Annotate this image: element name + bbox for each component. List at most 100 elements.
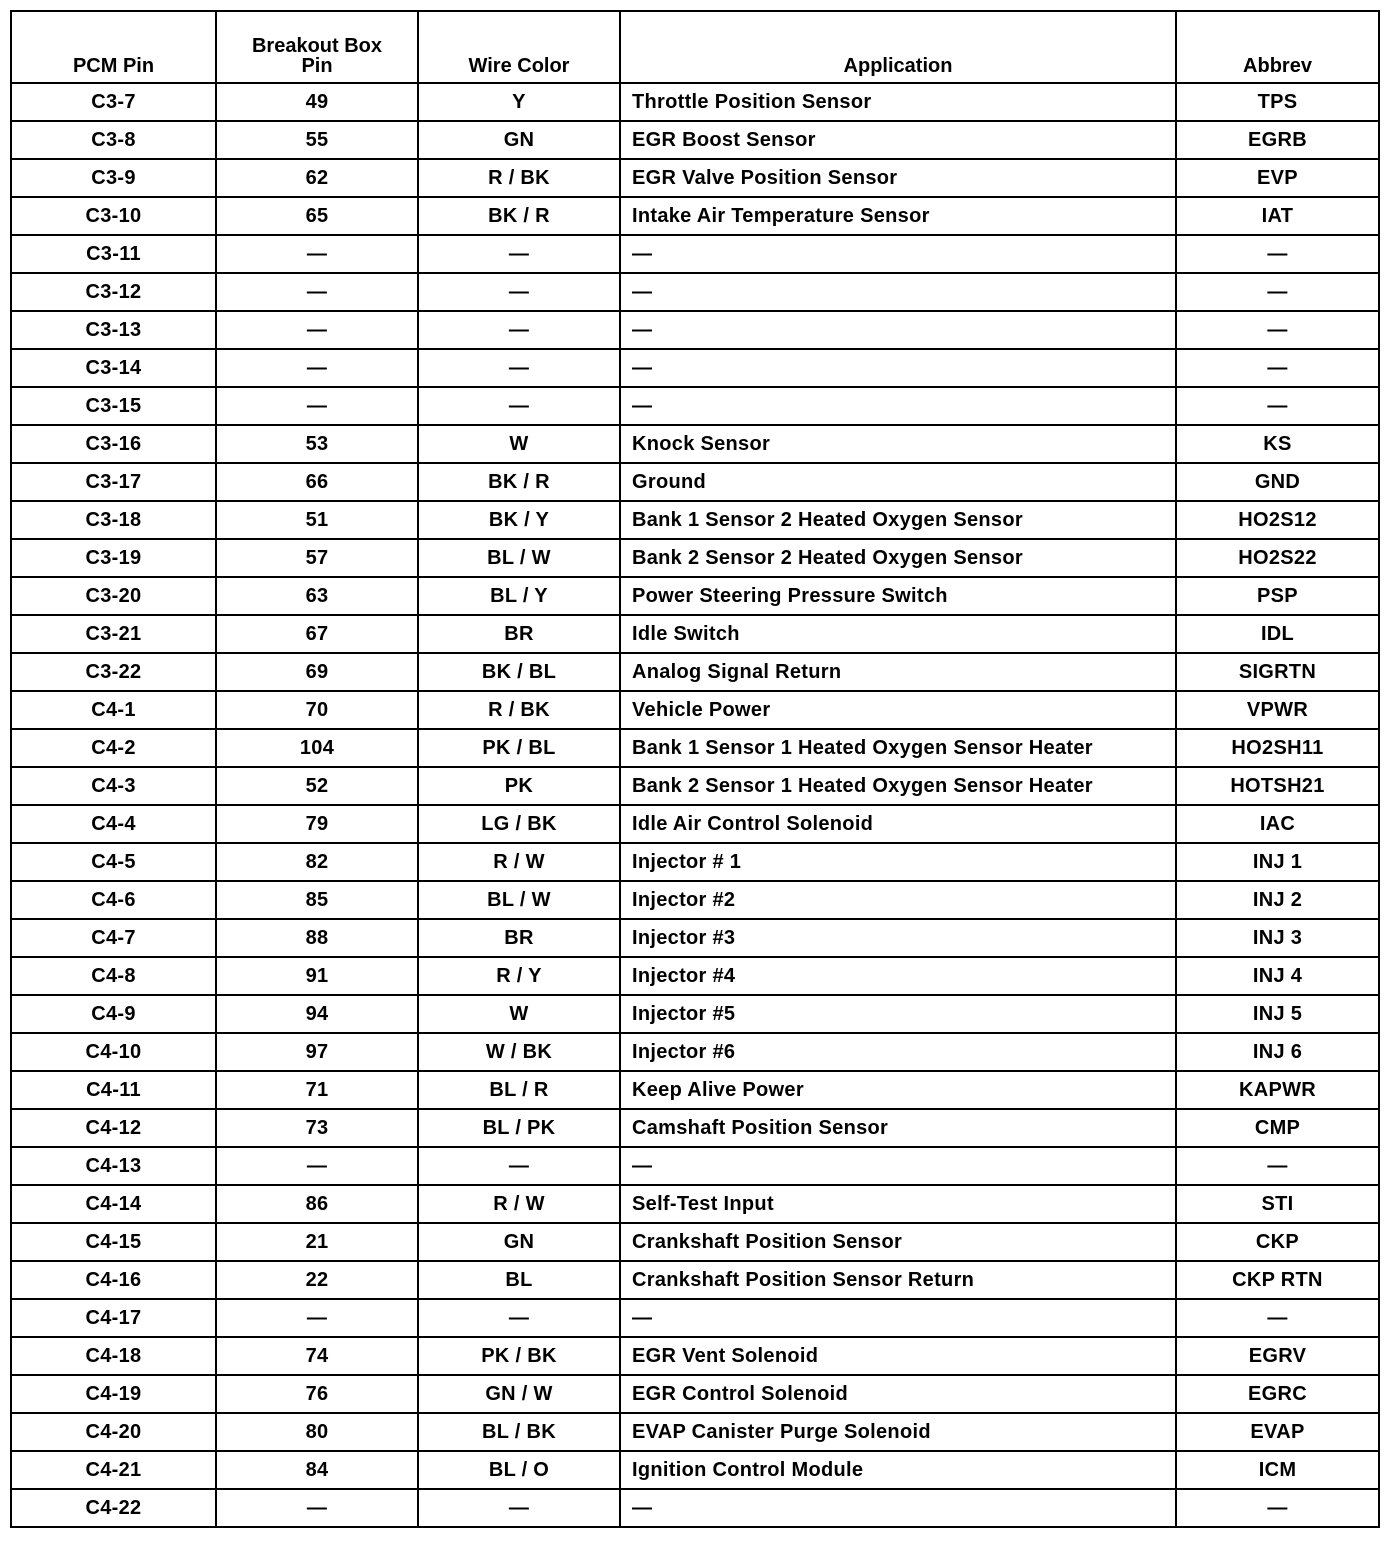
table-row: C4-1 70 R / BK Vehicle Power VPWR (10, 690, 1380, 730)
breakout-box-pin-cell: — (215, 310, 419, 350)
application-cell: — (619, 1298, 1177, 1338)
abbrev-cell: INJ 5 (1175, 994, 1380, 1034)
table-row: C3-7 49 Y Throttle Position Sensor TPS (10, 82, 1380, 122)
breakout-box-pin-cell: 69 (215, 652, 419, 692)
pcm-pin-cell: C4-2 (10, 728, 217, 768)
breakout-box-pin-cell: 84 (215, 1450, 419, 1490)
pcm-pin-cell: C4-3 (10, 766, 217, 806)
table-row: C4-10 97 W / BK Injector #6 INJ 6 (10, 1032, 1380, 1072)
table-row: C3-9 62 R / BK EGR Valve Position Sensor EVP (10, 158, 1380, 198)
wire-color-cell: — (417, 234, 621, 274)
abbrev-cell: — (1175, 234, 1380, 274)
application-cell: Ground (619, 462, 1177, 502)
abbrev-cell: HO2S12 (1175, 500, 1380, 540)
pcm-pin-cell: C3-8 (10, 120, 217, 160)
application-cell: — (619, 1488, 1177, 1528)
abbrev-cell: CMP (1175, 1108, 1380, 1148)
pcm-pin-cell: C4-7 (10, 918, 217, 958)
wire-color-cell: BL / W (417, 538, 621, 578)
abbrev-cell: EGRV (1175, 1336, 1380, 1376)
table-row: C3-14— — — — (10, 348, 1380, 388)
application-cell: Intake Air Temperature Sensor (619, 196, 1177, 236)
application-cell: EGR Boost Sensor (619, 120, 1177, 160)
wire-color-cell: GN (417, 1222, 621, 1262)
abbrev-cell: EVAP (1175, 1412, 1380, 1452)
table-row: C3-18 51 BK / Y Bank 1 Sensor 2 Heated Oxyg… (10, 500, 1380, 540)
breakout-box-pin-cell: 51 (215, 500, 419, 540)
wire-color-cell: BL / O (417, 1450, 621, 1490)
abbrev-cell: INJ 3 (1175, 918, 1380, 958)
breakout-box-pin-cell: 74 (215, 1336, 419, 1376)
abbrev-cell: INJ 2 (1175, 880, 1380, 920)
table-row: C3-22 69 BK / BL Analog Signal Return SIGRTN (10, 652, 1380, 692)
abbrev-cell: VPWR (1175, 690, 1380, 730)
pcm-pin-cell: C3-13 (10, 310, 217, 350)
abbrev-cell: — (1175, 386, 1380, 426)
abbrev-cell: EVP (1175, 158, 1380, 198)
breakout-box-pin-cell: — (215, 348, 419, 388)
abbrev-cell: — (1175, 310, 1380, 350)
pcm-pin-cell: C3-17 (10, 462, 217, 502)
application-cell: Vehicle Power (619, 690, 1177, 730)
table-row: C4-2 104 PK / BL Bank 1 Sensor 1 Heated Oxy… (10, 728, 1380, 768)
breakout-box-pin-cell: 62 (215, 158, 419, 198)
breakout-box-pin-cell: 49 (215, 82, 419, 122)
table-row: C4-14 86 R / W Self-Test Input STI (10, 1184, 1380, 1224)
application-cell: Analog Signal Return (619, 652, 1177, 692)
breakout-box-pin-cell: 80 (215, 1412, 419, 1452)
abbrev-cell: PSP (1175, 576, 1380, 616)
wire-color-cell: — (417, 1488, 621, 1528)
breakout-box-pin-cell: — (215, 1146, 419, 1186)
pcm-pin-cell: C3-18 (10, 500, 217, 540)
abbrev-cell: — (1175, 272, 1380, 312)
breakout-box-pin-cell: 88 (215, 918, 419, 958)
pcm-pin-cell: C4-8 (10, 956, 217, 996)
application-cell: Idle Switch (619, 614, 1177, 654)
application-cell: — (619, 310, 1177, 350)
wire-color-cell: PK / BK (417, 1336, 621, 1376)
breakout-box-pin-cell: 86 (215, 1184, 419, 1224)
application-cell: Keep Alive Power (619, 1070, 1177, 1110)
table-row: C4-18 74 PK / BK EGR Vent Solenoid EGRV (10, 1336, 1380, 1376)
wire-color-cell: W (417, 424, 621, 464)
abbrev-cell: CKP RTN (1175, 1260, 1380, 1300)
breakout-box-pin-cell: 73 (215, 1108, 419, 1148)
wire-color-cell: R / BK (417, 690, 621, 730)
pcm-pin-cell: C4-20 (10, 1412, 217, 1452)
breakout-box-pin-cell: — (215, 1488, 419, 1528)
wire-color-cell: BL / BK (417, 1412, 621, 1452)
pcm-pin-cell: C3-20 (10, 576, 217, 616)
application-cell: Bank 1 Sensor 1 Heated Oxygen Sensor Hea… (619, 728, 1177, 768)
pcm-pin-cell: C4-1 (10, 690, 217, 730)
pcm-pin-cell: C3-7 (10, 82, 217, 122)
pcm-pin-cell: C3-21 (10, 614, 217, 654)
application-cell: Ignition Control Module (619, 1450, 1177, 1490)
wire-color-cell: R / W (417, 842, 621, 882)
application-cell: Crankshaft Position Sensor (619, 1222, 1177, 1262)
abbrev-cell: ICM (1175, 1450, 1380, 1490)
breakout-box-pin-cell: 53 (215, 424, 419, 464)
table-row: C4-6 85 BL / W Injector #2 INJ 2 (10, 880, 1380, 920)
abbrev-cell: KAPWR (1175, 1070, 1380, 1110)
table-row: C4-16 22 BL Crankshaft Position Sensor Retu… (10, 1260, 1380, 1300)
pcm-pin-cell: C4-11 (10, 1070, 217, 1110)
application-cell: Crankshaft Position Sensor Return (619, 1260, 1177, 1300)
pcm-pin-cell: C4-14 (10, 1184, 217, 1224)
wire-color-cell: GN / W (417, 1374, 621, 1414)
table-row: C4-9 94 W Injector #5 INJ 5 (10, 994, 1380, 1034)
header-wire-color: Wire Color (417, 10, 621, 84)
breakout-box-pin-cell: 22 (215, 1260, 419, 1300)
abbrev-cell: IDL (1175, 614, 1380, 654)
wire-color-cell: BK / Y (417, 500, 621, 540)
abbrev-cell: CKP (1175, 1222, 1380, 1262)
application-cell: — (619, 1146, 1177, 1186)
pcm-pin-cell: C4-4 (10, 804, 217, 844)
breakout-box-pin-cell: 97 (215, 1032, 419, 1072)
pcm-pin-cell: C3-15 (10, 386, 217, 426)
breakout-box-pin-cell: — (215, 234, 419, 274)
abbrev-cell: HOTSH21 (1175, 766, 1380, 806)
abbrev-cell: — (1175, 1146, 1380, 1186)
abbrev-cell: GND (1175, 462, 1380, 502)
wire-color-cell: BK / BL (417, 652, 621, 692)
application-cell: Throttle Position Sensor (619, 82, 1177, 122)
